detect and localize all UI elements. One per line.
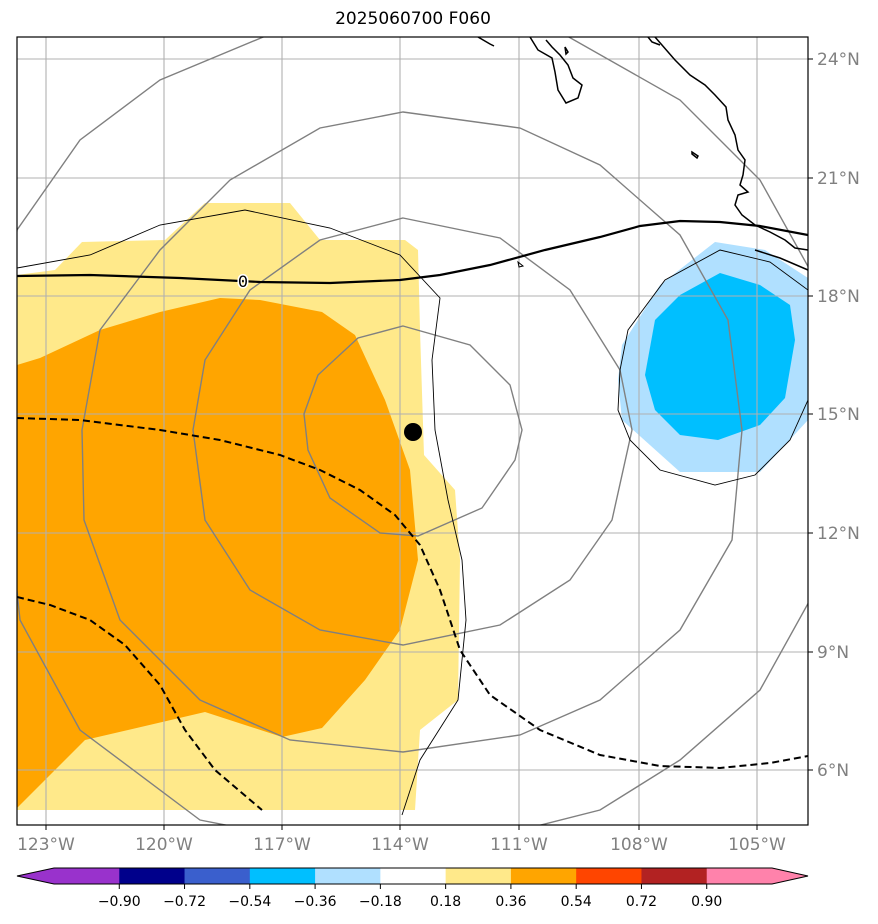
lon-label-114w: 114°W (371, 835, 429, 855)
lat-label-21n: 21°N (817, 169, 860, 189)
colorbar-segment (380, 868, 447, 884)
colorbar-segment (706, 868, 773, 884)
colorbar-segment (249, 868, 316, 884)
lon-label-117w: 117°W (253, 835, 311, 855)
lat-label-12n: 12°N (817, 524, 860, 544)
colorbar-extend-low (17, 868, 54, 884)
dashed-contours (17, 417, 808, 811)
colorbar-tick-label: 0.18 (430, 894, 461, 910)
lon-label-108w: 108°W (610, 835, 668, 855)
lat-label-18n: 18°N (817, 287, 860, 307)
colorbar-extend-high (772, 868, 808, 884)
lon-label-123w: 123°W (17, 835, 75, 855)
colorbar-segment (641, 868, 708, 884)
lat-label-9n: 9°N (817, 643, 849, 663)
storm-center-marker (404, 423, 422, 441)
colorbar-tick-label: 0.36 (495, 894, 526, 910)
lon-label-120w: 120°W (135, 835, 193, 855)
colorbar-segment (119, 868, 186, 884)
latitude-labels: 24°N 21°N 18°N 15°N 12°N 9°N 6°N (808, 50, 860, 781)
colorbar-segment (315, 868, 381, 884)
colorbar-tick-label: −0.72 (163, 894, 206, 910)
colorbar-segment (184, 868, 251, 884)
colorbar-tick-label: 0.54 (561, 894, 592, 910)
thin-contours (17, 209, 808, 816)
colorbar-segment (445, 868, 512, 884)
map-title: 2025060700 F060 (335, 9, 491, 29)
map-area: 0 (17, 37, 808, 825)
colorbar-tick-label: −0.36 (294, 894, 337, 910)
lat-label-15n: 15°N (817, 405, 860, 425)
colorbar-tick-label: 0.72 (626, 894, 657, 910)
colorbar-segment (510, 868, 577, 884)
island (517, 260, 525, 268)
colorbar-outline (16, 867, 809, 885)
colorbar-tick-label: −0.90 (98, 894, 141, 910)
zero-contour-line (17, 219, 808, 285)
coastline (477, 37, 808, 271)
colorbar-segment (54, 868, 120, 884)
colorbar-tick-label: −0.18 (359, 894, 402, 910)
colorbar-tick-label: 0.90 (691, 894, 722, 910)
colorbar-tick-label: −0.54 (228, 894, 271, 910)
map-frame (16, 36, 809, 826)
longitude-labels: 123°W 120°W 117°W 114°W 111°W 108°W 105°… (17, 825, 786, 855)
zero-contour-label: 0 (238, 272, 248, 291)
lat-label-6n: 6°N (817, 761, 849, 781)
lon-label-105w: 105°W (728, 835, 786, 855)
lat-label-24n: 24°N (817, 50, 860, 70)
colorbar-segment (576, 868, 642, 884)
colorbar: −0.90 −0.72 −0.54 −0.36 −0.18 0.18 0.36 0.54 0.7… (16, 867, 809, 910)
lon-label-111w: 111°W (490, 835, 548, 855)
